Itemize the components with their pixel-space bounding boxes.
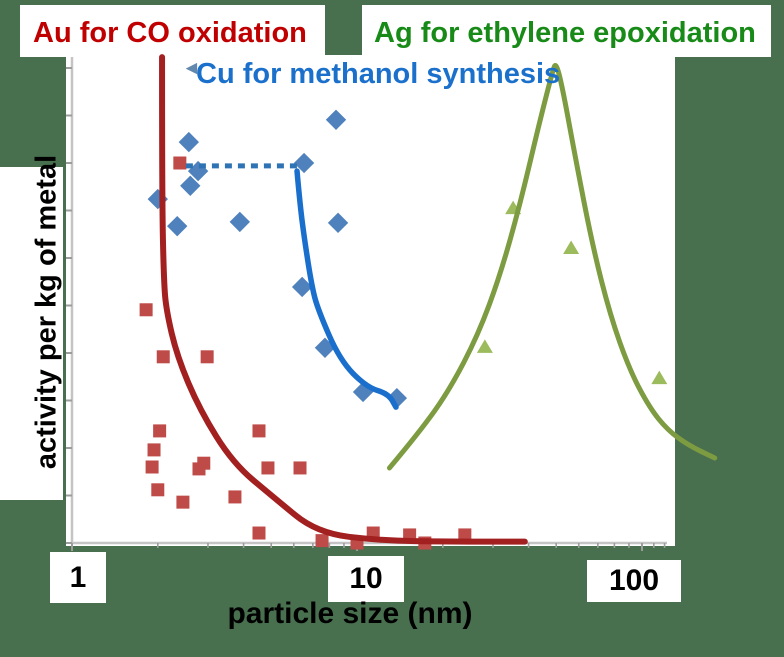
x-tick-label-1-text: 1 xyxy=(69,560,87,594)
data-point-square xyxy=(200,350,214,364)
data-point-square xyxy=(151,483,165,497)
data-point-diamond xyxy=(229,211,250,233)
data-point-square xyxy=(192,462,206,476)
data-point-diamond xyxy=(325,109,347,130)
cu-series-title: Cu for methanol synthesis xyxy=(196,58,561,90)
y-axis xyxy=(66,57,74,544)
au-fit-curve xyxy=(159,54,528,545)
ag-title-box xyxy=(362,5,771,57)
data-point-diamond xyxy=(293,152,315,174)
data-point-diamond xyxy=(327,212,349,234)
x-tick-label-100: 100 xyxy=(587,560,681,602)
data-point-square xyxy=(228,490,242,504)
data-point-diamond xyxy=(291,276,313,298)
x-tick-label-100-text: 100 xyxy=(608,564,660,597)
y-axis-label-box xyxy=(0,167,63,500)
ag-series-title: Ag for ethylene epoxidation xyxy=(374,17,756,49)
data-point-square xyxy=(173,156,187,170)
data-point-triangle xyxy=(563,240,580,255)
data-point-square xyxy=(315,534,329,548)
x-axis-title: particle size (nm) xyxy=(227,597,473,630)
data-point-diamond xyxy=(180,175,201,196)
x-tick-label-10: 10 xyxy=(328,556,404,602)
x-axis xyxy=(71,541,667,551)
au-series xyxy=(139,156,472,550)
data-point-square xyxy=(261,461,275,475)
data-point-square xyxy=(153,424,167,438)
data-point-square xyxy=(176,495,190,509)
data-point-square xyxy=(145,460,159,474)
ag-fit-curve xyxy=(386,62,718,471)
data-point-diamond xyxy=(167,215,188,237)
data-point-triangle xyxy=(651,370,668,385)
au-title-box xyxy=(20,5,325,57)
cu-series xyxy=(147,109,408,409)
data-point-square xyxy=(293,461,307,475)
au-series-title: Au for CO oxidation xyxy=(33,17,307,49)
cu-fit-curve xyxy=(294,168,399,410)
data-point-square xyxy=(252,526,266,540)
data-point-triangle xyxy=(476,339,493,353)
data-point-square xyxy=(147,443,161,457)
ag-series xyxy=(476,200,668,385)
x-tick-label-1: 1 xyxy=(50,552,106,603)
y-axis-title: activity per kg of metal xyxy=(30,154,63,470)
data-point-square xyxy=(139,303,153,317)
data-point-square xyxy=(252,424,266,438)
arrow-left-icon: ◄ xyxy=(182,58,201,79)
data-point-square xyxy=(156,350,170,364)
x-tick-label-10-text: 10 xyxy=(349,562,383,595)
data-point-diamond xyxy=(178,131,200,153)
data-point-square xyxy=(458,528,472,542)
